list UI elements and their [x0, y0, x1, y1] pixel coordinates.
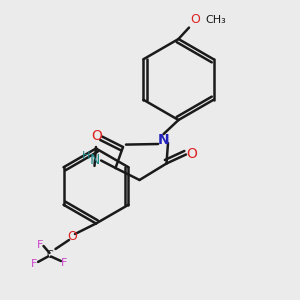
Text: N: N: [158, 133, 169, 146]
Text: F: F: [61, 257, 68, 268]
Text: F: F: [37, 239, 44, 250]
Text: N: N: [89, 154, 100, 167]
Text: C: C: [46, 250, 53, 260]
Text: H: H: [82, 151, 90, 161]
Text: O: O: [190, 13, 200, 26]
Text: F: F: [31, 259, 38, 269]
Text: O: O: [186, 148, 197, 161]
Text: CH₃: CH₃: [206, 15, 226, 25]
Text: O: O: [67, 230, 77, 244]
Text: O: O: [91, 130, 102, 143]
